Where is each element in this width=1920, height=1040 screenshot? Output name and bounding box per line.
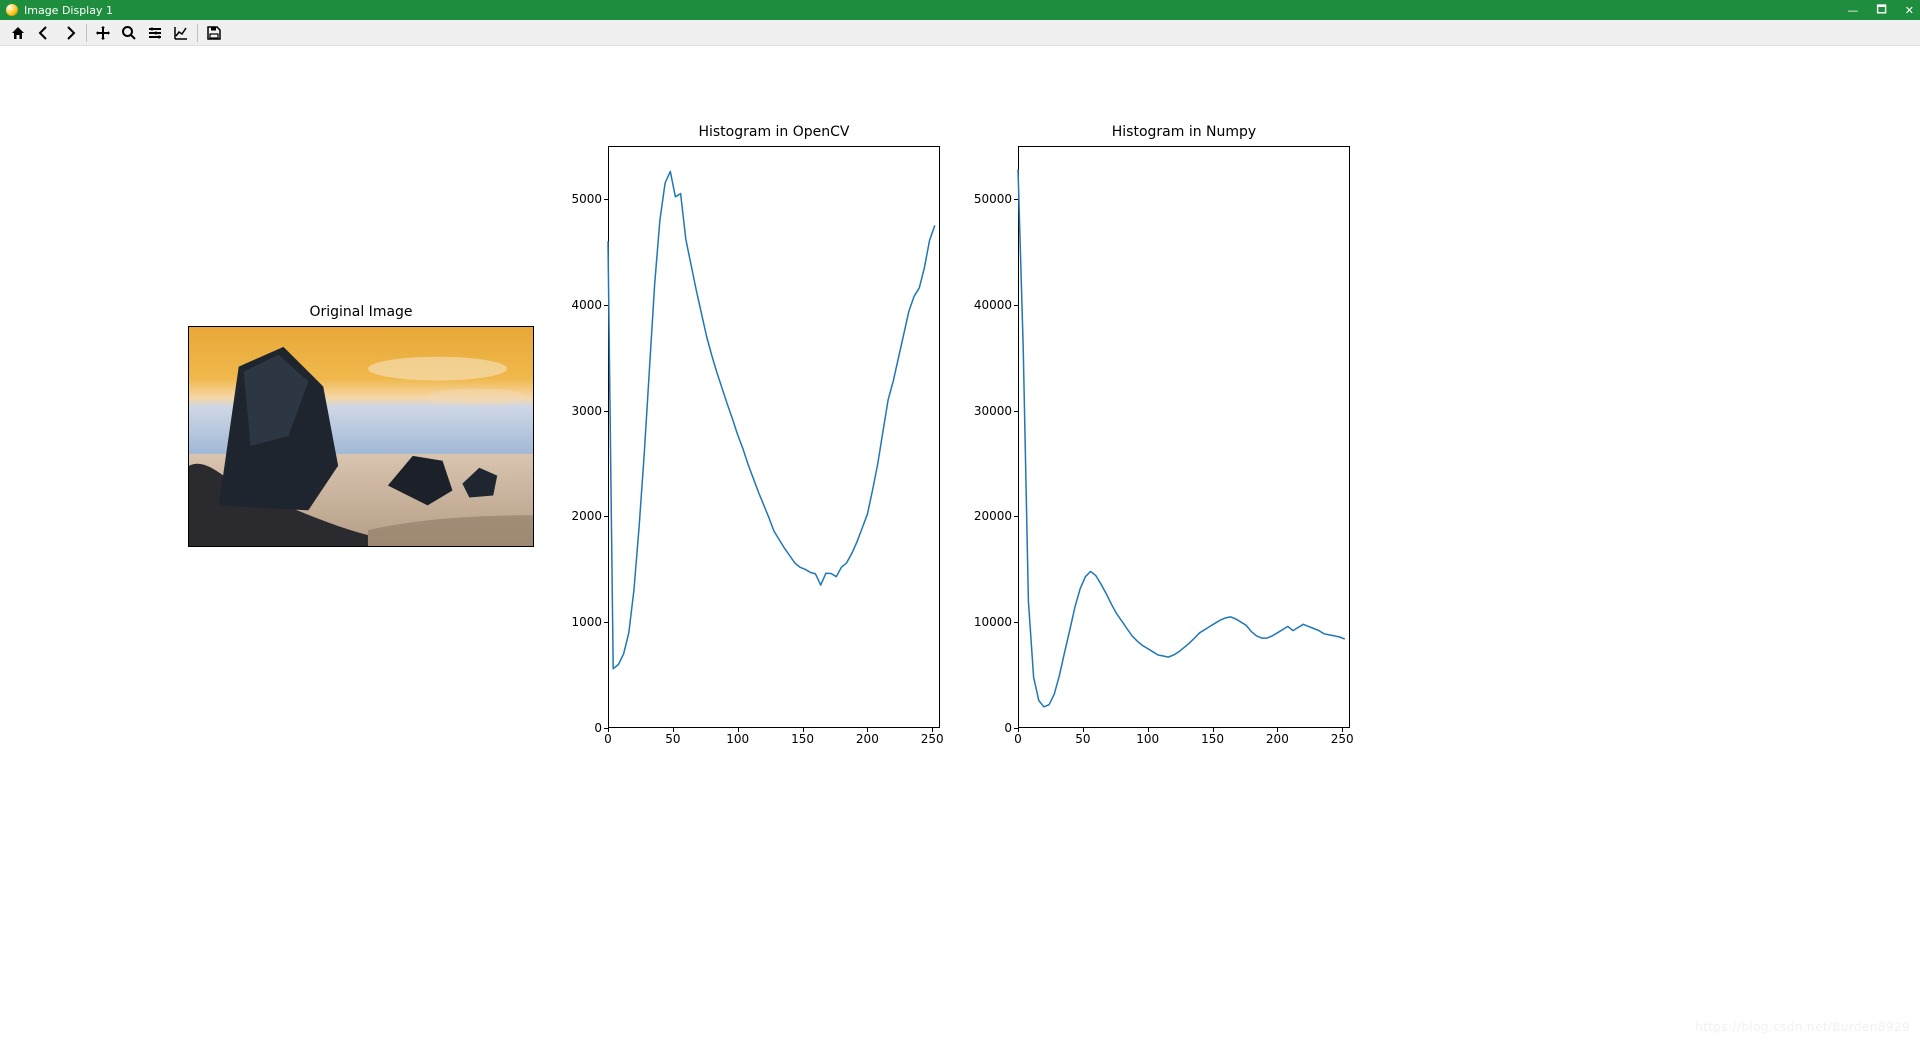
forward-icon[interactable] — [58, 22, 82, 44]
subplots-icon[interactable] — [143, 22, 167, 44]
window-controls: — 🗖 ✕ — [1847, 1, 1914, 20]
original-image-placeholder — [188, 326, 534, 547]
xtick-label: 200 — [856, 728, 879, 746]
back-icon[interactable] — [32, 22, 56, 44]
maximize-button[interactable]: 🗖 — [1876, 1, 1886, 20]
ytick-label: 3000 — [571, 404, 608, 418]
subplot-hist-opencv: Histogram in OpenCV 01000200030004000500… — [608, 146, 940, 728]
ytick-label: 50000 — [974, 192, 1018, 206]
matplotlib-toolbar — [0, 20, 1920, 46]
subplot-title-opencv: Histogram in OpenCV — [608, 124, 940, 140]
xtick-label: 100 — [726, 728, 749, 746]
figure-canvas[interactable]: Original Image — [0, 46, 1920, 1040]
subplot-title-original: Original Image — [188, 304, 534, 320]
ytick-label: 5000 — [571, 192, 608, 206]
subplot-hist-numpy: Histogram in Numpy 010000200003000040000… — [1018, 146, 1350, 728]
plot-line-opencv — [608, 146, 940, 728]
ytick-label: 30000 — [974, 404, 1018, 418]
xtick-label: 250 — [1331, 728, 1354, 746]
watermark-text: https://blog.csdn.net/Burden8929 — [1695, 1020, 1910, 1034]
xtick-label: 0 — [604, 728, 612, 746]
xtick-label: 0 — [1014, 728, 1022, 746]
plot-line-numpy — [1018, 146, 1350, 728]
subplot-title-numpy: Histogram in Numpy — [1018, 124, 1350, 140]
toolbar-separator — [86, 24, 87, 42]
toolbar-separator — [197, 24, 198, 42]
ytick-label: 40000 — [974, 298, 1018, 312]
window-titlebar: Image Display 1 — 🗖 ✕ — [0, 0, 1920, 20]
home-icon[interactable] — [6, 22, 30, 44]
ytick-label: 2000 — [571, 509, 608, 523]
xtick-label: 150 — [1201, 728, 1224, 746]
subplot-original-image: Original Image — [188, 326, 534, 547]
minimize-button[interactable]: — — [1847, 4, 1858, 17]
xtick-label: 50 — [665, 728, 680, 746]
xtick-label: 200 — [1266, 728, 1289, 746]
xtick-label: 150 — [791, 728, 814, 746]
app-icon — [6, 4, 18, 16]
xtick-label: 100 — [1136, 728, 1159, 746]
ytick-label: 20000 — [974, 509, 1018, 523]
xtick-label: 50 — [1075, 728, 1090, 746]
zoom-icon[interactable] — [117, 22, 141, 44]
ytick-label: 1000 — [571, 615, 608, 629]
xtick-label: 250 — [921, 728, 944, 746]
save-icon[interactable] — [202, 22, 226, 44]
axis-icon[interactable] — [169, 22, 193, 44]
ytick-label: 4000 — [571, 298, 608, 312]
window-title: Image Display 1 — [24, 4, 113, 17]
move-icon[interactable] — [91, 22, 115, 44]
close-button[interactable]: ✕ — [1905, 4, 1914, 17]
ytick-label: 10000 — [974, 615, 1018, 629]
